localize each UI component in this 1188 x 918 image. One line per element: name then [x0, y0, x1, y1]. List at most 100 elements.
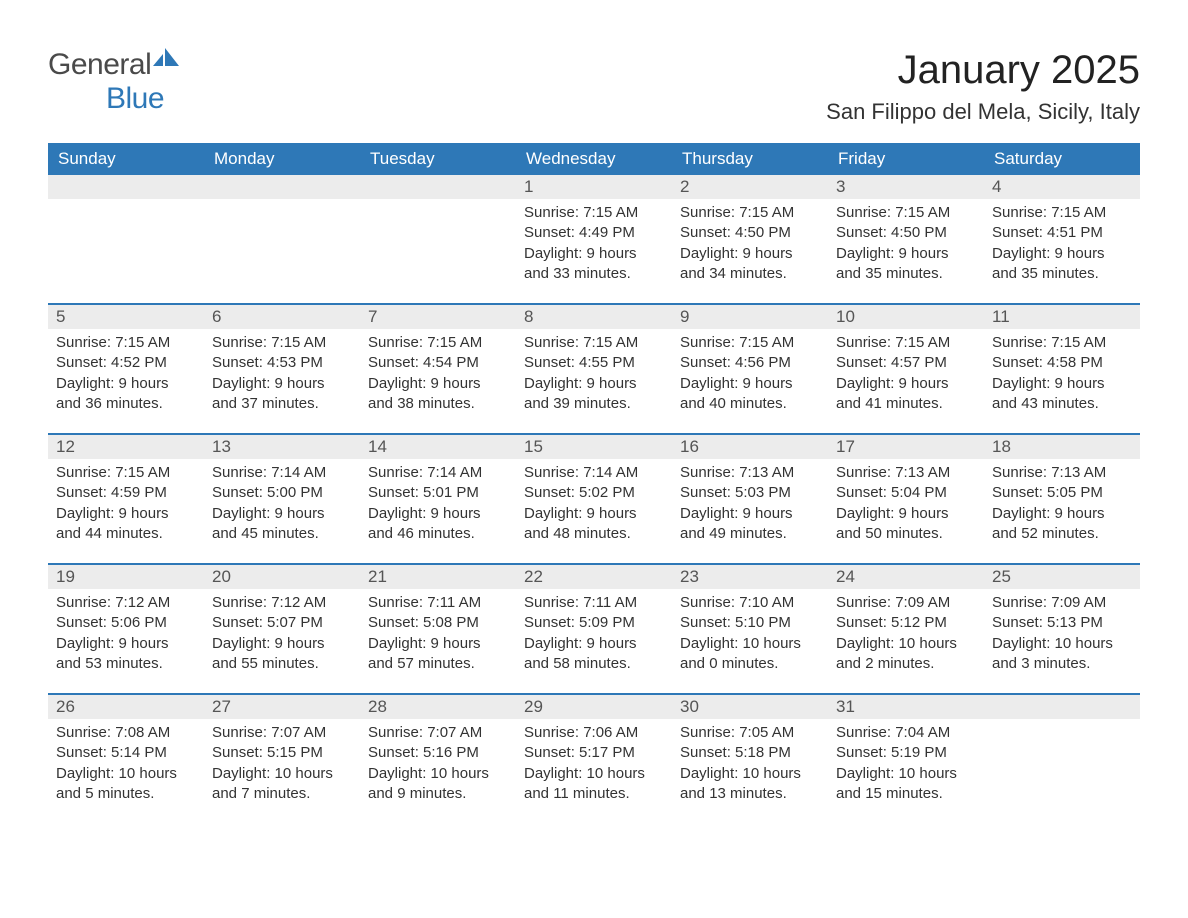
week-row: 5Sunrise: 7:15 AMSunset: 4:52 PMDaylight… — [48, 303, 1140, 433]
sunset-line: Sunset: 5:15 PM — [212, 743, 352, 763]
day-body: Sunrise: 7:15 AMSunset: 4:57 PMDaylight:… — [828, 329, 984, 414]
day-number: 15 — [516, 435, 672, 459]
sunset-line: Sunset: 5:05 PM — [992, 483, 1132, 503]
sunset-line: Sunset: 5:17 PM — [524, 743, 664, 763]
weeks-container: 1Sunrise: 7:15 AMSunset: 4:49 PMDaylight… — [48, 175, 1140, 823]
daylight-line: Daylight: 9 hours and 57 minutes. — [368, 634, 508, 675]
sunset-line: Sunset: 5:02 PM — [524, 483, 664, 503]
daylight-line: Daylight: 9 hours and 46 minutes. — [368, 504, 508, 545]
sunrise-line: Sunrise: 7:14 AM — [368, 463, 508, 483]
daylight-line: Daylight: 9 hours and 34 minutes. — [680, 244, 820, 285]
day-body: Sunrise: 7:15 AMSunset: 4:52 PMDaylight:… — [48, 329, 204, 414]
sunset-line: Sunset: 5:19 PM — [836, 743, 976, 763]
daylight-line: Daylight: 10 hours and 0 minutes. — [680, 634, 820, 675]
day-body: Sunrise: 7:10 AMSunset: 5:10 PMDaylight:… — [672, 589, 828, 674]
day-number: 11 — [984, 305, 1140, 329]
day-cell: 14Sunrise: 7:14 AMSunset: 5:01 PMDayligh… — [360, 435, 516, 563]
day-body: Sunrise: 7:15 AMSunset: 4:49 PMDaylight:… — [516, 199, 672, 284]
brand-word-1: General — [48, 48, 151, 81]
day-cell: 15Sunrise: 7:14 AMSunset: 5:02 PMDayligh… — [516, 435, 672, 563]
sunset-line: Sunset: 5:18 PM — [680, 743, 820, 763]
day-number: 8 — [516, 305, 672, 329]
day-of-week-header: Sunday Monday Tuesday Wednesday Thursday… — [48, 143, 1140, 175]
day-cell: 13Sunrise: 7:14 AMSunset: 5:00 PMDayligh… — [204, 435, 360, 563]
sail-icon — [153, 48, 179, 68]
day-cell-empty — [204, 175, 360, 303]
day-cell: 4Sunrise: 7:15 AMSunset: 4:51 PMDaylight… — [984, 175, 1140, 303]
dow-sunday: Sunday — [48, 143, 204, 175]
brand-logo-text: General Blue — [48, 48, 179, 116]
day-number — [984, 695, 1140, 719]
sunrise-line: Sunrise: 7:09 AM — [992, 593, 1132, 613]
sunrise-line: Sunrise: 7:15 AM — [56, 333, 196, 353]
day-number: 3 — [828, 175, 984, 199]
day-number: 26 — [48, 695, 204, 719]
week-row: 19Sunrise: 7:12 AMSunset: 5:06 PMDayligh… — [48, 563, 1140, 693]
sunrise-line: Sunrise: 7:10 AM — [680, 593, 820, 613]
day-body: Sunrise: 7:15 AMSunset: 4:53 PMDaylight:… — [204, 329, 360, 414]
sunrise-line: Sunrise: 7:11 AM — [524, 593, 664, 613]
day-number: 31 — [828, 695, 984, 719]
day-body: Sunrise: 7:13 AMSunset: 5:04 PMDaylight:… — [828, 459, 984, 544]
dow-tuesday: Tuesday — [360, 143, 516, 175]
day-body: Sunrise: 7:15 AMSunset: 4:56 PMDaylight:… — [672, 329, 828, 414]
day-number: 23 — [672, 565, 828, 589]
daylight-line: Daylight: 9 hours and 52 minutes. — [992, 504, 1132, 545]
sunrise-line: Sunrise: 7:06 AM — [524, 723, 664, 743]
sunset-line: Sunset: 4:58 PM — [992, 353, 1132, 373]
day-number: 27 — [204, 695, 360, 719]
day-number — [48, 175, 204, 199]
day-number: 25 — [984, 565, 1140, 589]
day-number: 20 — [204, 565, 360, 589]
location-subtitle: San Filippo del Mela, Sicily, Italy — [826, 99, 1140, 125]
sunset-line: Sunset: 4:51 PM — [992, 223, 1132, 243]
sunrise-line: Sunrise: 7:15 AM — [524, 203, 664, 223]
sunset-line: Sunset: 5:10 PM — [680, 613, 820, 633]
day-body: Sunrise: 7:15 AMSunset: 4:50 PMDaylight:… — [672, 199, 828, 284]
day-number: 4 — [984, 175, 1140, 199]
day-cell: 29Sunrise: 7:06 AMSunset: 5:17 PMDayligh… — [516, 695, 672, 823]
day-cell: 26Sunrise: 7:08 AMSunset: 5:14 PMDayligh… — [48, 695, 204, 823]
day-body: Sunrise: 7:09 AMSunset: 5:12 PMDaylight:… — [828, 589, 984, 674]
day-body: Sunrise: 7:14 AMSunset: 5:02 PMDaylight:… — [516, 459, 672, 544]
daylight-line: Daylight: 9 hours and 43 minutes. — [992, 374, 1132, 415]
day-cell: 20Sunrise: 7:12 AMSunset: 5:07 PMDayligh… — [204, 565, 360, 693]
sunrise-line: Sunrise: 7:15 AM — [368, 333, 508, 353]
sunset-line: Sunset: 4:50 PM — [680, 223, 820, 243]
sunset-line: Sunset: 5:03 PM — [680, 483, 820, 503]
day-number: 14 — [360, 435, 516, 459]
daylight-line: Daylight: 9 hours and 36 minutes. — [56, 374, 196, 415]
week-row: 1Sunrise: 7:15 AMSunset: 4:49 PMDaylight… — [48, 175, 1140, 303]
day-body: Sunrise: 7:07 AMSunset: 5:16 PMDaylight:… — [360, 719, 516, 804]
day-cell: 9Sunrise: 7:15 AMSunset: 4:56 PMDaylight… — [672, 305, 828, 433]
day-cell-empty — [984, 695, 1140, 823]
sunset-line: Sunset: 5:13 PM — [992, 613, 1132, 633]
daylight-line: Daylight: 9 hours and 37 minutes. — [212, 374, 352, 415]
day-cell: 21Sunrise: 7:11 AMSunset: 5:08 PMDayligh… — [360, 565, 516, 693]
sunset-line: Sunset: 5:14 PM — [56, 743, 196, 763]
dow-monday: Monday — [204, 143, 360, 175]
daylight-line: Daylight: 10 hours and 13 minutes. — [680, 764, 820, 805]
daylight-line: Daylight: 10 hours and 11 minutes. — [524, 764, 664, 805]
week-row: 26 Sunrise: 7:08 AMSunset: 5:14 PM Dayligh… — [48, 693, 1140, 823]
sunset-line: Sunset: 5:16 PM — [368, 743, 508, 763]
dow-wednesday: Wednesday — [516, 143, 672, 175]
day-number: 1 — [516, 175, 672, 199]
sunrise-line: Sunrise: 7:08 AM — [56, 723, 196, 743]
month-title: January 2025 — [826, 48, 1140, 93]
sunrise-line: Sunrise: 7:15 AM — [680, 203, 820, 223]
day-body: Sunrise: 7:12 AMSunset: 5:07 PMDaylight:… — [204, 589, 360, 674]
sunrise-line: Sunrise: 7:13 AM — [836, 463, 976, 483]
day-cell: 2Sunrise: 7:15 AMSunset: 4:50 PMDaylight… — [672, 175, 828, 303]
daylight-line: Daylight: 9 hours and 39 minutes. — [524, 374, 664, 415]
daylight-line: Daylight: 9 hours and 38 minutes. — [368, 374, 508, 415]
sunrise-line: Sunrise: 7:14 AM — [212, 463, 352, 483]
sunset-line: Sunset: 5:12 PM — [836, 613, 976, 633]
day-body: Sunrise: 7:15 AMSunset: 4:51 PMDaylight:… — [984, 199, 1140, 284]
day-cell: 19Sunrise: 7:12 AMSunset: 5:06 PMDayligh… — [48, 565, 204, 693]
sunrise-line: Sunrise: 7:15 AM — [992, 333, 1132, 353]
sunrise-line: Sunrise: 7:09 AM — [836, 593, 976, 613]
sunrise-line: Sunrise: 7:15 AM — [524, 333, 664, 353]
day-number: 7 — [360, 305, 516, 329]
daylight-line: Daylight: 9 hours and 44 minutes. — [56, 504, 196, 545]
